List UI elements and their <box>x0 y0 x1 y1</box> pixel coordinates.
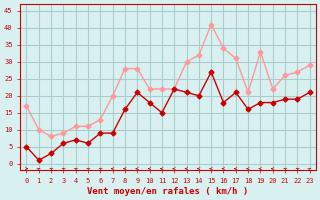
X-axis label: Vent moyen/en rafales ( km/h ): Vent moyen/en rafales ( km/h ) <box>87 187 249 196</box>
